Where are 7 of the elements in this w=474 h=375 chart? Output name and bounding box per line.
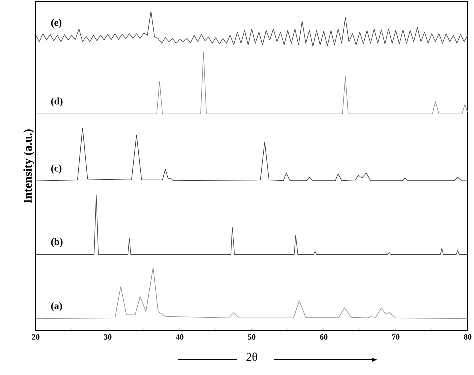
series-label: (e) [51, 19, 62, 28]
series-label: (d) [51, 98, 63, 107]
x-axis-title: 2θ [246, 352, 258, 362]
series-label: (c) [51, 164, 62, 174]
series-label: (a) [51, 302, 62, 312]
series-label: (b) [51, 238, 63, 248]
y-axis-title: Intensity (a.u.) [24, 130, 34, 204]
